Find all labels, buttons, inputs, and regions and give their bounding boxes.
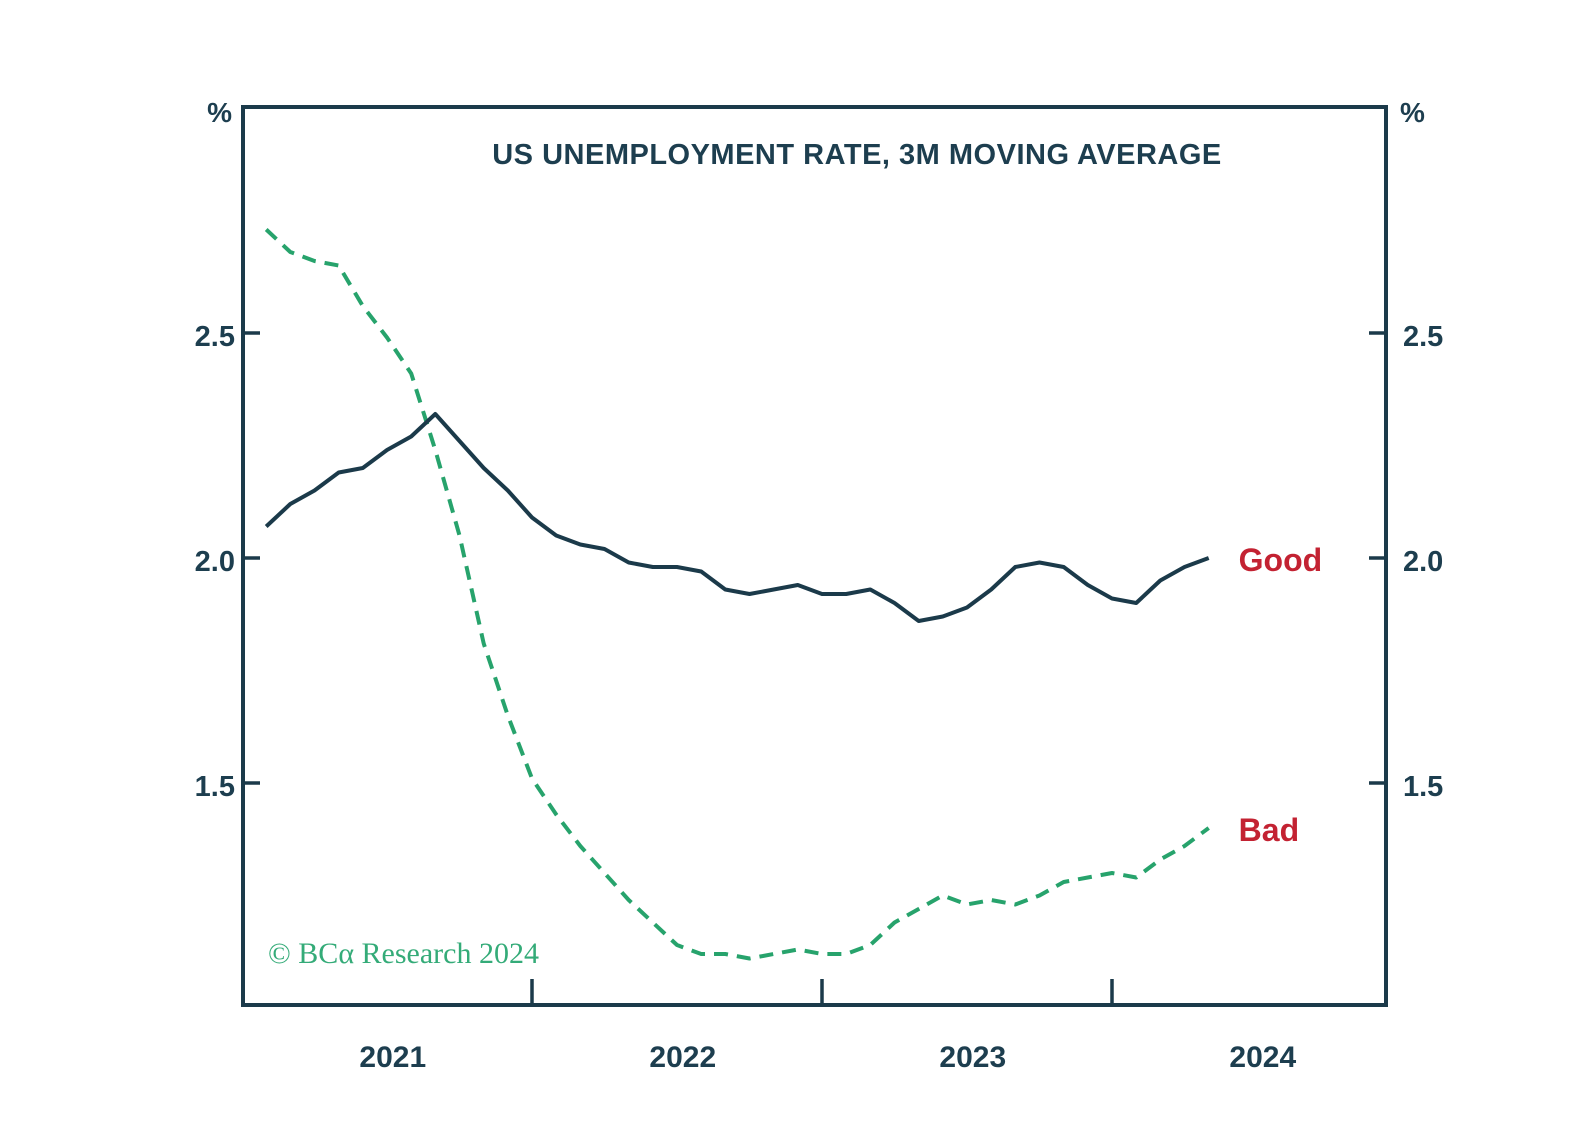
y-axis-unit-left: % xyxy=(207,97,232,128)
axis-ticks xyxy=(243,331,1386,1005)
bad-series-line xyxy=(264,228,1210,961)
good-series-line xyxy=(264,412,1210,623)
x-tick-label-2022: 2022 xyxy=(649,1041,717,1074)
copyright-text: © BCα Research 2024 xyxy=(268,937,539,970)
y-tick-label-left-2.5: 2.5 xyxy=(194,321,235,353)
y-tick-label-left-2.0: 2.0 xyxy=(194,546,235,578)
y-tick-label-left-1.5: 1.5 xyxy=(194,771,235,803)
plot-frame xyxy=(241,105,1388,1007)
chart-title: US UNEMPLOYMENT RATE, 3M MOVING AVERAGE xyxy=(492,139,1222,171)
good-series-label: Good xyxy=(1238,542,1323,578)
x-tick-label-2023: 2023 xyxy=(939,1041,1007,1074)
bad-series-label: Bad xyxy=(1238,812,1300,848)
x-tick-label-2021: 2021 xyxy=(359,1041,427,1074)
y-tick-label-right-2.5: 2.5 xyxy=(1403,321,1444,353)
y-axis-unit-right: % xyxy=(1400,97,1425,128)
y-tick-label-right-2.0: 2.0 xyxy=(1403,546,1444,578)
y-tick-label-right-1.5: 1.5 xyxy=(1403,771,1444,803)
x-tick-label-2024: 2024 xyxy=(1229,1041,1297,1074)
